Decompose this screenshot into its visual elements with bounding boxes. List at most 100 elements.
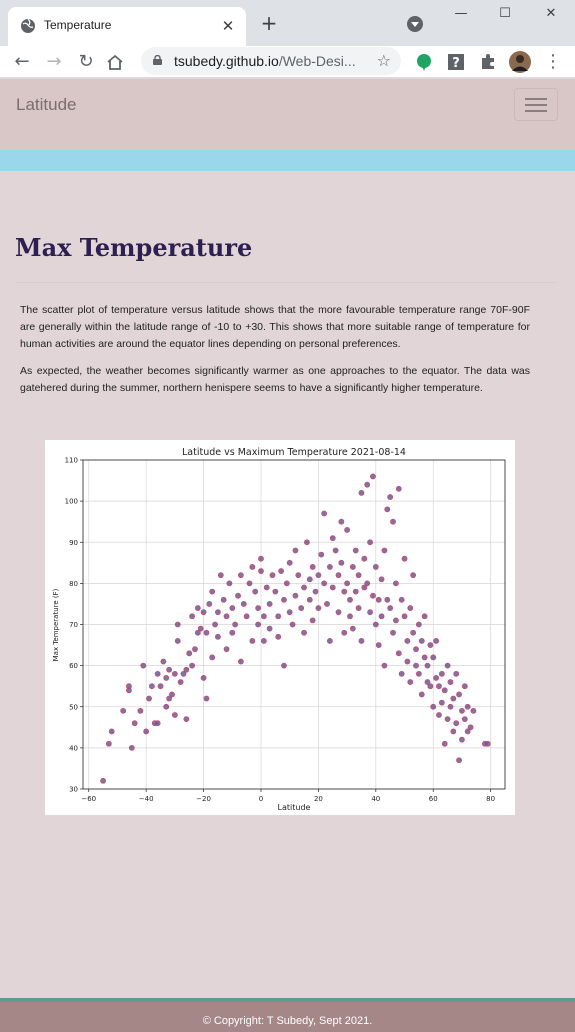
- scatter-point: [335, 572, 342, 579]
- scatter-point: [329, 584, 336, 591]
- scatter-point: [375, 642, 382, 648]
- scatter-point: [436, 712, 442, 718]
- puzzle-icon[interactable]: [478, 52, 498, 72]
- scatter-point: [453, 670, 460, 677]
- home-icon[interactable]: [106, 54, 124, 71]
- tab-search-icon[interactable]: [407, 16, 423, 32]
- scatter-point: [126, 683, 132, 690]
- scatter-point: [209, 654, 216, 661]
- minimize-icon[interactable]: —: [454, 6, 468, 21]
- maximize-icon[interactable]: ☐: [499, 6, 511, 21]
- scatter-point: [461, 716, 468, 722]
- scatter-point: [223, 646, 230, 653]
- scatter-point: [301, 629, 307, 636]
- scatter-point: [140, 662, 147, 669]
- scatter-point: [421, 613, 428, 620]
- scatter-point: [407, 605, 414, 611]
- scatter-point: [450, 695, 457, 702]
- scatter-point: [189, 662, 195, 669]
- chart-points: [100, 473, 491, 784]
- scatter-point: [100, 777, 106, 784]
- scatter-point: [407, 679, 414, 685]
- scatter-point: [395, 485, 402, 492]
- scatter-point: [220, 596, 227, 603]
- scatter-point: [355, 605, 362, 611]
- forward-icon[interactable]: →: [46, 51, 62, 72]
- scatter-point: [470, 707, 477, 714]
- scatter-point: [459, 736, 465, 743]
- scatter-point: [292, 592, 299, 599]
- scatter-point: [186, 650, 193, 657]
- url-text[interactable]: tsubedy.github.io/Web-Desi...: [174, 53, 356, 69]
- x-tick-label: −60: [81, 795, 96, 803]
- scatter-point: [143, 728, 150, 735]
- menu-kebab-icon[interactable]: ⋮: [544, 51, 562, 72]
- scatter-point: [203, 629, 210, 636]
- lock-icon[interactable]: [153, 55, 162, 65]
- x-tick-label: −20: [196, 795, 211, 803]
- scatter-point: [160, 658, 167, 665]
- scatter-point: [315, 572, 322, 579]
- scatter-point: [154, 670, 161, 677]
- window-close-icon[interactable]: ✕: [545, 6, 557, 21]
- scatter-point: [223, 613, 230, 620]
- scatter-point: [367, 539, 373, 546]
- scatter-point: [215, 609, 221, 616]
- avatar[interactable]: [509, 51, 531, 73]
- reload-icon[interactable]: ↻: [78, 51, 94, 72]
- address-bar[interactable]: tsubedy.github.io/Web-Desi... ☆: [141, 47, 401, 75]
- hamburger-menu-button[interactable]: [514, 88, 558, 121]
- x-tick-label: 40: [371, 795, 380, 803]
- scatter-point: [464, 703, 471, 710]
- scatter-point: [286, 559, 293, 566]
- scatter-point: [258, 568, 264, 574]
- scatter-point: [401, 555, 408, 562]
- site-brand[interactable]: Latitude: [16, 95, 77, 114]
- scatter-point: [229, 629, 236, 636]
- scatter-point: [237, 658, 244, 665]
- site-navbar: Latitude: [0, 79, 575, 150]
- scatter-point: [433, 675, 440, 681]
- scatter-point: [352, 547, 359, 554]
- extension-icon[interactable]: [414, 52, 434, 72]
- scatter-point: [229, 605, 236, 611]
- tab-title: Temperature: [44, 18, 112, 32]
- scatter-point: [415, 621, 422, 628]
- scatter-point: [418, 638, 425, 644]
- scatter-point: [292, 547, 299, 554]
- close-icon[interactable]: ✕: [221, 17, 235, 35]
- plus-icon[interactable]: +: [260, 11, 278, 35]
- x-tick-label: 20: [314, 795, 323, 803]
- scatter-point: [243, 613, 250, 620]
- scatter-point: [372, 564, 379, 570]
- scatter-point: [166, 666, 173, 673]
- footer-accent-line: [0, 998, 575, 1002]
- scatter-point: [335, 609, 342, 616]
- scatter-point: [252, 588, 259, 595]
- scatter-point: [378, 613, 385, 620]
- scatter-point: [433, 638, 440, 644]
- accent-band: [0, 150, 575, 171]
- scatter-point: [275, 633, 282, 640]
- browser-tab[interactable]: Temperature ✕: [8, 7, 246, 46]
- scatter-point: [413, 646, 419, 653]
- scatter-point: [398, 596, 405, 603]
- scatter-point: [424, 679, 431, 685]
- help-icon[interactable]: ?: [446, 52, 466, 72]
- scatter-point: [329, 535, 336, 542]
- scatter-point: [461, 683, 468, 690]
- hamburger-bar: [525, 104, 547, 106]
- hamburger-bar: [525, 110, 547, 112]
- x-tick-label: −40: [139, 795, 154, 803]
- scatter-point: [289, 621, 296, 628]
- scatter-point: [217, 572, 224, 579]
- scatter-point: [206, 601, 213, 607]
- scatter-point: [332, 547, 339, 554]
- x-tick-label: 60: [429, 795, 438, 803]
- back-icon[interactable]: ←: [14, 51, 30, 72]
- browser-tabbar: Temperature ✕ + — ☐ ✕: [0, 0, 575, 46]
- scatter-point: [312, 588, 319, 595]
- scatter-point: [269, 572, 276, 579]
- star-icon[interactable]: ☆: [376, 51, 391, 70]
- scatter-point: [212, 621, 218, 628]
